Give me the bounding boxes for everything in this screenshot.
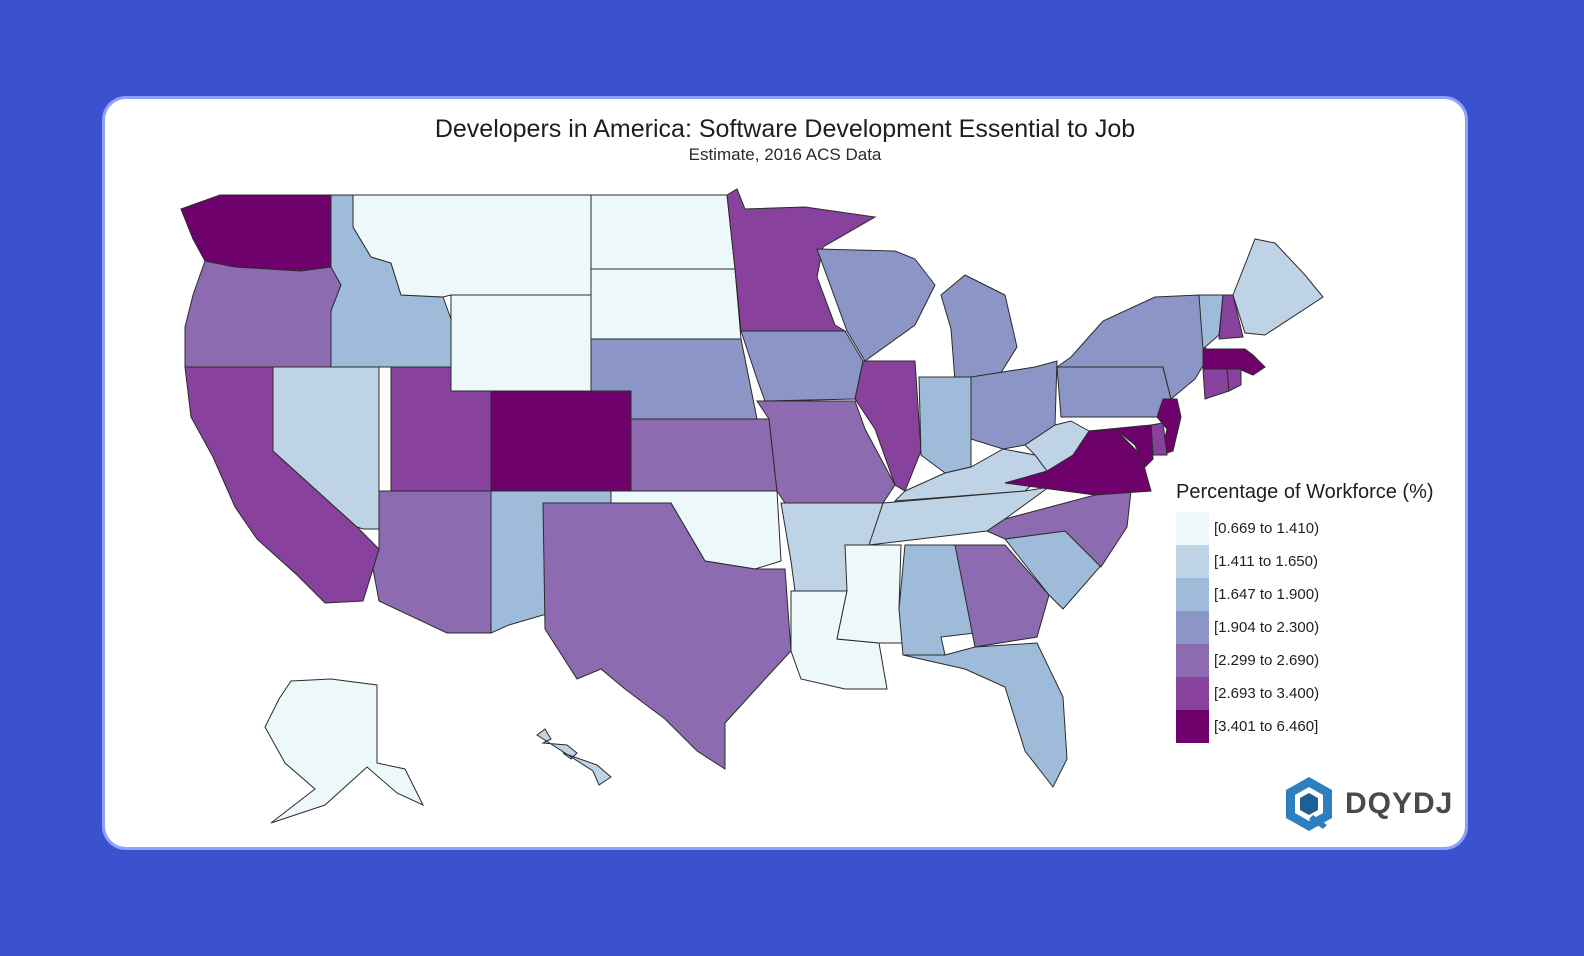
legend-items: [0.669 to 1.410) [1.411 to 1.650) [1.647 t… [1176,512,1434,743]
state-or [184,260,342,368]
state-mi [940,274,1018,382]
dqydj-logo-icon [1286,777,1332,831]
state-ak [264,678,425,824]
state-vt [1198,294,1224,351]
state-ia [740,330,864,402]
state-mn [726,188,877,332]
map-card: Developers in America: Software Developm… [102,96,1468,850]
state-il [854,360,922,492]
legend-item: [2.693 to 3.400) [1176,677,1434,710]
legend-swatch [1176,578,1209,611]
legend-item: [1.647 to 1.900) [1176,578,1434,611]
dqydj-logo-text: DQYDJ [1345,787,1454,820]
legend-label: [2.693 to 3.400) [1214,685,1320,702]
legend-label: [0.669 to 1.410) [1214,520,1320,537]
state-ms [836,544,906,644]
state-wi [816,248,936,362]
state-md [1088,424,1154,468]
state-ks [630,418,778,492]
legend-label: [2.299 to 2.690) [1214,652,1320,669]
legend-label: [1.904 to 2.300) [1214,619,1320,636]
legend: Percentage of Workforce (%) [0.669 to 1.… [1176,481,1434,743]
legend-swatch [1176,545,1209,578]
legend-swatch [1176,644,1209,677]
state-nv [272,366,380,530]
state-nd [590,194,736,270]
state-wy [450,294,592,392]
dqydj-logo: DQYDJ [1283,775,1453,833]
state-az [372,490,492,634]
legend-swatch [1176,677,1209,710]
legend-label: [3.401 to 6.460] [1214,718,1319,735]
legend-swatch [1176,710,1209,743]
map-title: Developers in America: Software Developm… [434,115,1136,143]
legend-swatch [1176,512,1209,545]
state-ri [1226,368,1242,392]
state-fl [902,642,1068,788]
legend-label: [1.411 to 1.650) [1214,553,1318,570]
map-subtitle: Estimate, 2016 ACS Data [688,145,882,164]
state-nc [985,490,1132,568]
state-co [490,390,632,492]
legend-item: [1.411 to 1.650) [1176,545,1434,578]
us-choropleth-map [180,188,1324,824]
state-wv [1024,420,1090,472]
legend-title: Percentage of Workforce (%) [1176,481,1434,503]
state-de [1150,422,1168,456]
legend-item: [0.669 to 1.410) [1176,512,1434,545]
legend-item: [1.904 to 2.300) [1176,611,1434,644]
legend-label: [1.647 to 1.900) [1214,586,1320,603]
state-wa [180,194,332,272]
state-in [918,376,972,474]
state-nh [1218,294,1244,340]
state-ny [1055,294,1208,400]
state-sd [590,268,742,340]
legend-item: [2.299 to 2.690) [1176,644,1434,677]
state-ga [954,544,1050,648]
state-me [1232,238,1324,336]
state-ct [1202,368,1230,400]
legend-item: [3.401 to 6.460] [1176,710,1434,743]
state-tx [542,502,792,770]
state-hi [536,728,612,786]
legend-swatch [1176,611,1209,644]
state-pa [1056,366,1172,418]
